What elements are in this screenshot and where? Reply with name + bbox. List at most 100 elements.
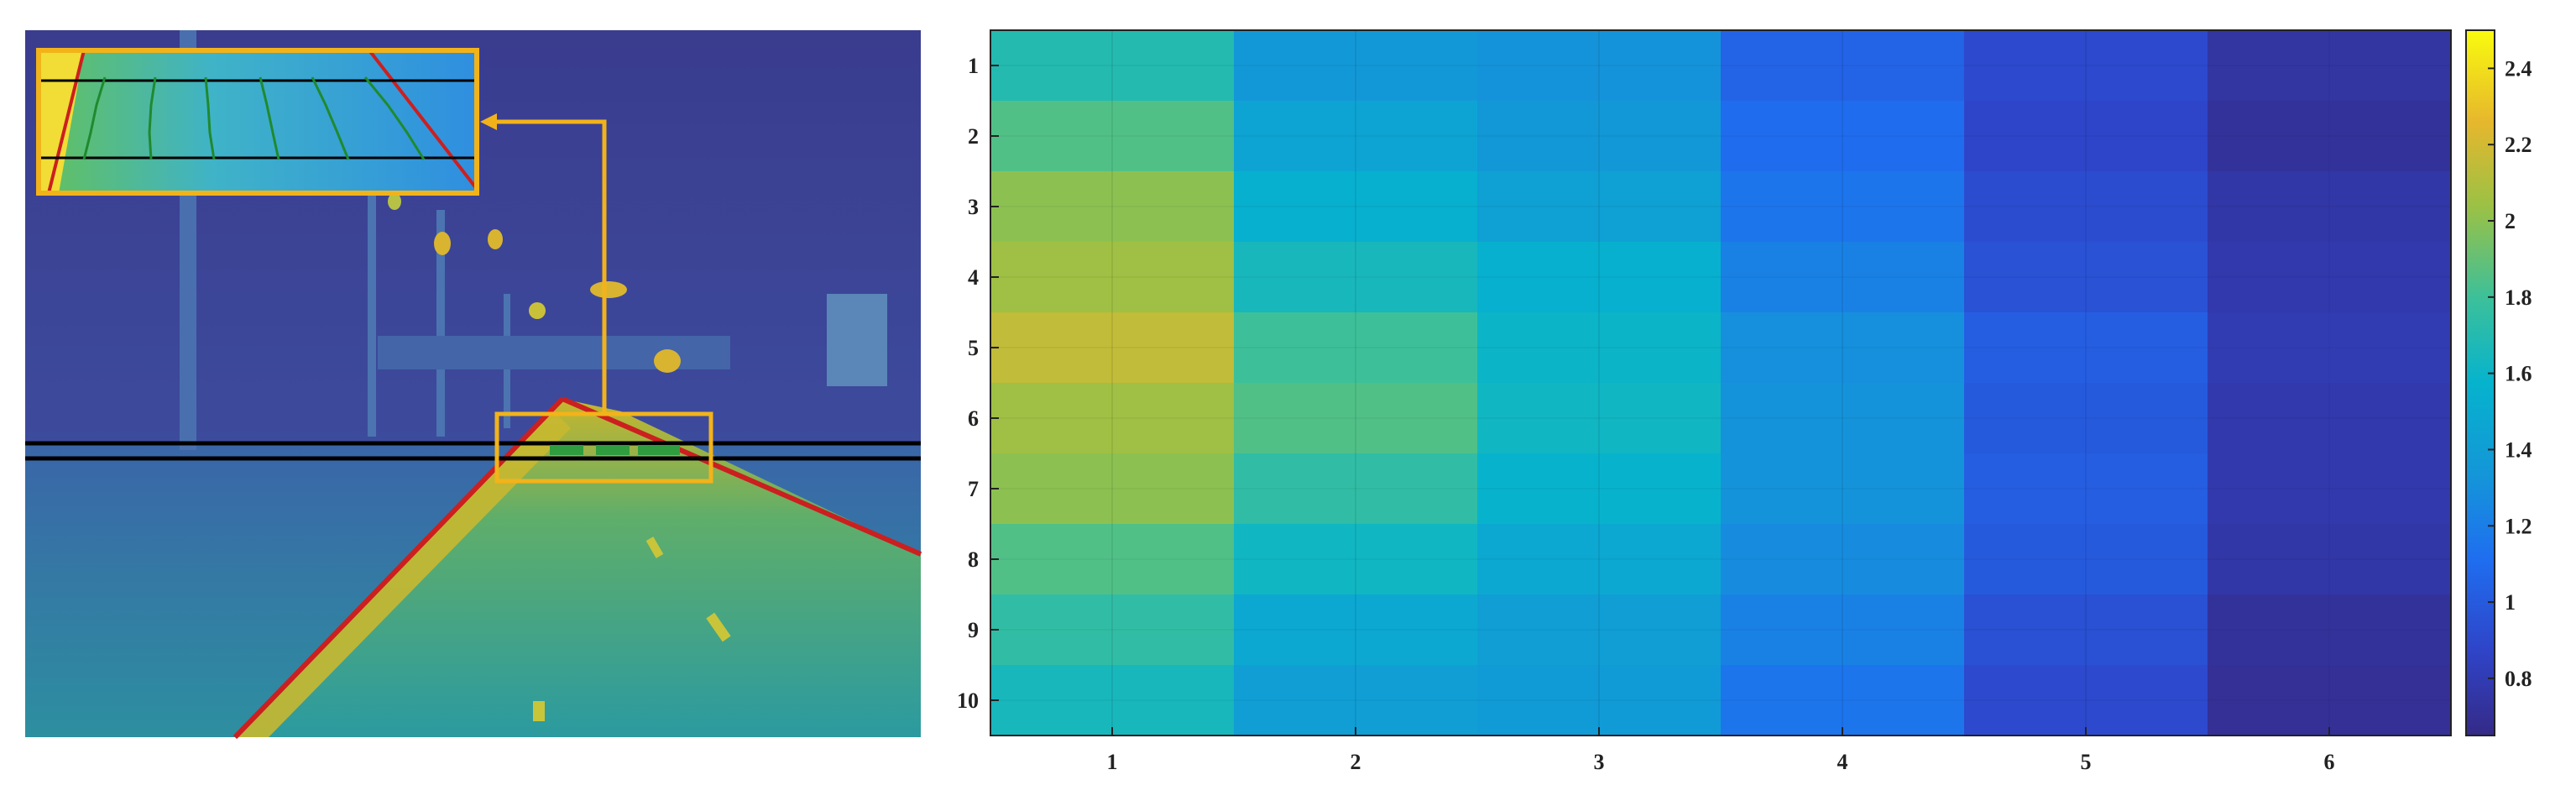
lane-boundary-right — [561, 396, 922, 557]
heatmap-cell — [1721, 453, 1965, 525]
x-tick-label: 6 — [2324, 750, 2335, 774]
colorbar-tick-label: 1 — [2505, 590, 2516, 615]
heatmap-cell — [2208, 594, 2452, 666]
y-tick-label: 3 — [968, 195, 979, 219]
heatmap-cell — [1234, 312, 1478, 384]
heatmap-cell — [1721, 101, 1965, 172]
heatmap-cell — [2208, 453, 2452, 525]
heatmap-cell — [1721, 242, 1965, 313]
heatmap-cell — [990, 594, 1235, 666]
heatmap-cell — [2208, 171, 2452, 243]
heatmap-cell — [990, 383, 1235, 454]
road-edge-highlight — [235, 411, 571, 737]
street-light — [590, 281, 627, 298]
colorbar: 0.8 1 1.2 1.4 1.6 1.8 2 2.2 2.4 — [2465, 29, 2532, 736]
heatmap-cell — [1721, 383, 1965, 454]
plot-frame — [990, 29, 2452, 736]
zoom-inset-frame — [36, 48, 479, 196]
y-tick-label: 4 — [968, 265, 979, 290]
heatmap-cell — [2208, 101, 2452, 172]
heatmap-cell — [1964, 594, 2208, 666]
heatmap-cell — [1721, 665, 1965, 736]
heatmap-cell — [1721, 312, 1965, 384]
heatmap-cell — [1234, 171, 1478, 243]
heatmap-cell — [1477, 30, 1722, 102]
heatmap-cell — [1477, 594, 1722, 666]
street-pole — [368, 185, 376, 437]
heatmap-cell — [990, 242, 1235, 313]
lane-mark — [706, 612, 731, 642]
lane-mark — [533, 701, 545, 721]
billboard — [827, 294, 887, 386]
heatmap-cell — [1477, 524, 1722, 595]
x-tick-label: 4 — [1837, 750, 1848, 774]
heatmap-cell — [2208, 312, 2452, 384]
colorbar-tick-label: 0.8 — [2505, 667, 2532, 691]
y-tick-label: 9 — [968, 618, 979, 642]
heatmap-cell — [1234, 30, 1478, 102]
lane-boundary-left — [233, 396, 565, 740]
heatmap-cell — [990, 30, 1235, 102]
heatmap-cell — [1721, 30, 1965, 102]
x-tick-label: 5 — [2081, 750, 2092, 774]
heatmap-cell — [1234, 453, 1478, 525]
heatmap-cell — [1477, 242, 1722, 313]
colorbar-tick-label: 2 — [2505, 209, 2516, 233]
street-light — [388, 193, 401, 210]
heatmap-cell — [2208, 665, 2452, 736]
heatmap-cell — [1964, 524, 2208, 595]
heatmap-cell — [1964, 30, 2208, 102]
road-photo-panel — [25, 30, 922, 740]
heatmap-cell — [1721, 171, 1965, 243]
heatmap-cell — [1477, 453, 1722, 525]
y-tick-label: 5 — [968, 336, 979, 360]
y-tick-label: 8 — [968, 547, 979, 572]
street-light — [434, 232, 451, 255]
colorbar-tick-label: 1.6 — [2505, 362, 2532, 386]
y-tick-label: 7 — [968, 477, 979, 501]
zoom-inset — [36, 48, 479, 196]
colorbar-gradient — [2465, 29, 2495, 736]
heatmap-cell — [1964, 171, 2208, 243]
heatmap-cell — [2208, 242, 2452, 313]
heatmap-cell — [1721, 594, 1965, 666]
heatmap-cell — [1234, 524, 1478, 595]
street-light — [488, 229, 503, 249]
colorbar-tick-label: 1.8 — [2505, 285, 2532, 310]
street-light — [529, 302, 546, 319]
detected-markers — [550, 445, 680, 455]
street-light — [654, 349, 681, 373]
x-tick-label: 3 — [1594, 750, 1605, 774]
heatmap-cell — [1964, 453, 2208, 525]
heatmap-cell — [1234, 594, 1478, 666]
y-tick-label: 6 — [968, 406, 979, 431]
heatmap-cell — [1477, 312, 1722, 384]
y-tick-label: 2 — [968, 124, 979, 149]
heatmap-cell — [1234, 101, 1478, 172]
heatmap-cell — [1477, 171, 1722, 243]
heatmap-chart: 1 2 3 4 5 6 1 2 3 4 5 6 7 8 9 10 — [957, 29, 2452, 774]
colorbar-tick-label: 2.4 — [2505, 56, 2532, 81]
heatmap-cell — [1721, 524, 1965, 595]
zoom-connector-arrowhead — [480, 113, 497, 130]
y-tick-label: 10 — [957, 688, 979, 713]
heatmap-cell — [1964, 383, 2208, 454]
heatmap-cell — [1964, 242, 2208, 313]
colorbar-tick-label: 2.2 — [2505, 133, 2532, 157]
colorbar-tick-label: 1.4 — [2505, 437, 2532, 462]
road-surface — [235, 399, 921, 737]
heatmap-cell — [1964, 312, 2208, 384]
heatmap-cell — [1234, 665, 1478, 736]
heatmap-cell — [1964, 101, 2208, 172]
heatmap-cell — [990, 453, 1235, 525]
zoom-connector — [491, 119, 607, 414]
y-tick-label: 1 — [968, 54, 979, 78]
heatmap-cell — [990, 524, 1235, 595]
heatmap-cell — [1477, 101, 1722, 172]
heatmap-cell — [1477, 383, 1722, 454]
heatmap-cell — [990, 171, 1235, 243]
lane-mark — [645, 537, 664, 558]
heatmap-cell — [990, 101, 1235, 172]
x-tick-label: 2 — [1351, 750, 1361, 774]
